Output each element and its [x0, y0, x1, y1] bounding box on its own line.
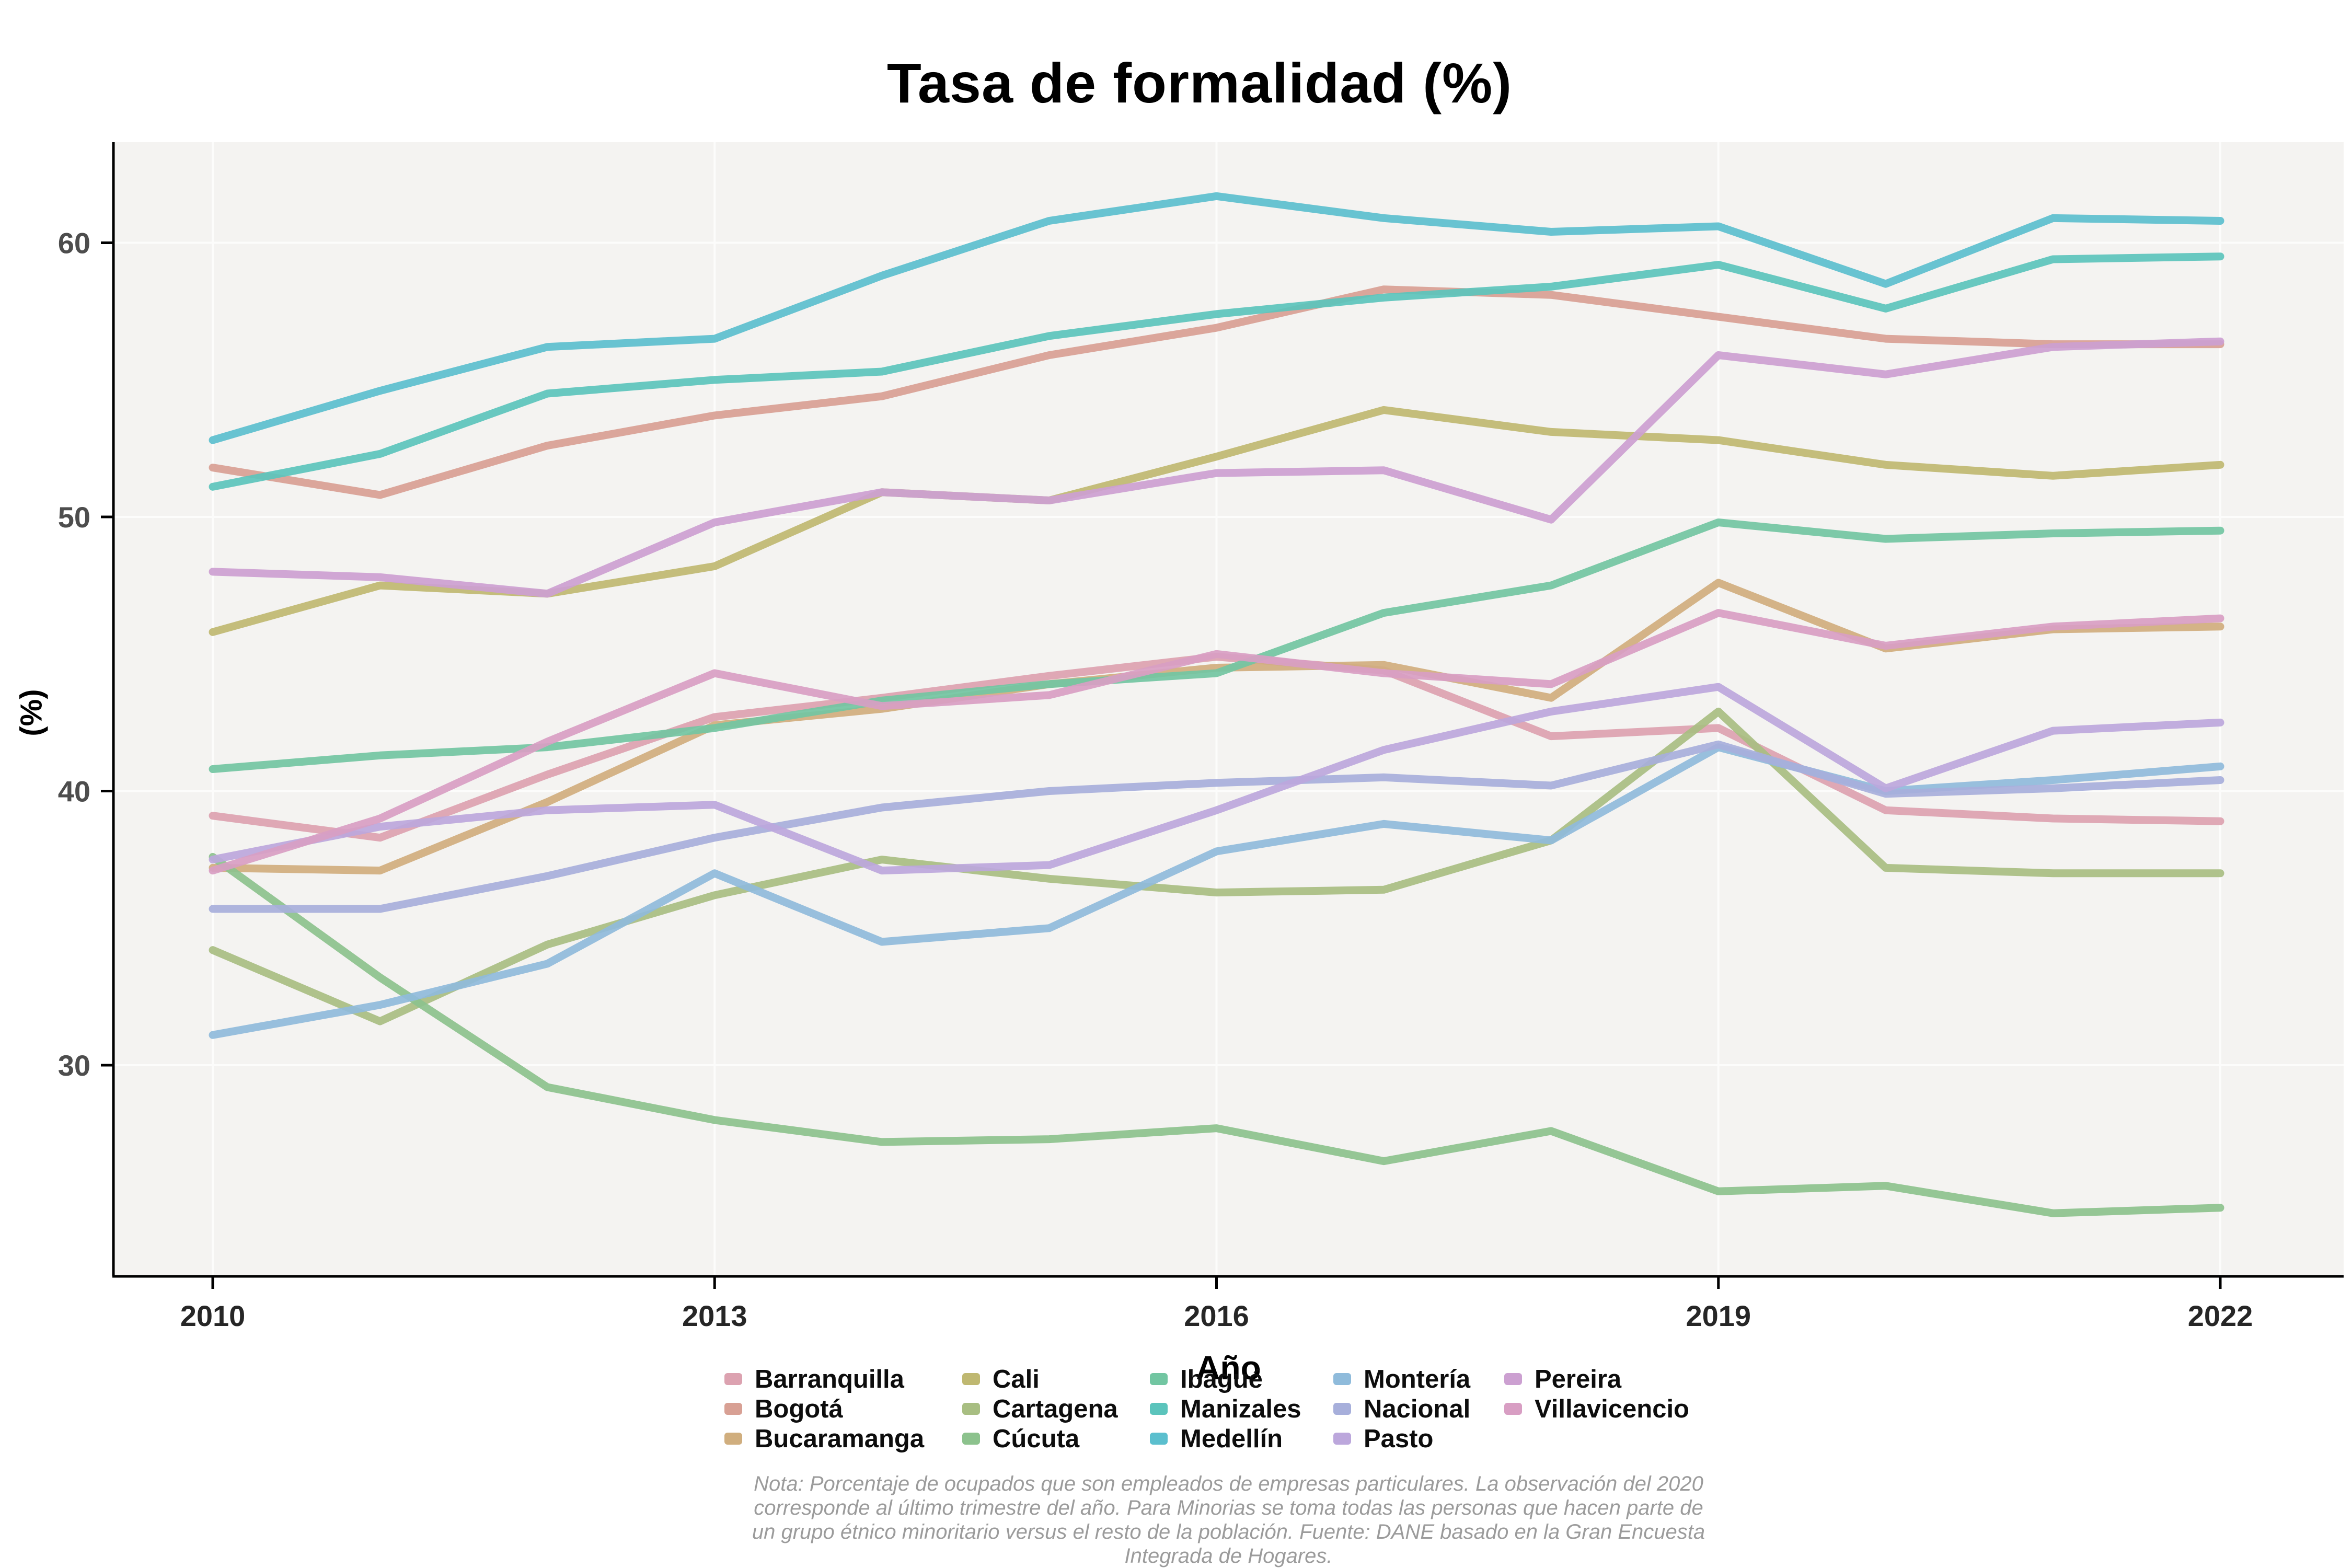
legend-item-bogot: Bogotá [724, 1394, 962, 1424]
series-line-villavicencio [209, 609, 2224, 875]
legend-item-ibagu: Ibagué [1150, 1364, 1333, 1394]
legend-item-cali: Cali [962, 1364, 1150, 1394]
legend-swatch [962, 1403, 980, 1415]
footnote: Nota: Porcentaje de ocupados que son emp… [113, 1472, 2344, 1568]
legend-label: Pereira [1535, 1365, 1622, 1393]
legend-swatch [1504, 1403, 1522, 1415]
x-tick-label: 2022 [2188, 1299, 2253, 1332]
legend-item-manizales: Manizales [1150, 1394, 1333, 1424]
footnote-line: Integrada de Hogares. [1124, 1544, 1333, 1567]
legend-label: Bogotá [755, 1394, 843, 1423]
y-tick-label: 60 [58, 227, 90, 260]
legend-swatch [962, 1373, 980, 1385]
legend-item-pereira: Pereira [1504, 1364, 1828, 1394]
legend-label: Barranquilla [755, 1365, 904, 1393]
legend-item-montera: Montería [1333, 1364, 1504, 1394]
series-line-nacional [209, 740, 2224, 913]
legend-label: Manizales [1180, 1394, 1301, 1423]
y-tick-label: 50 [58, 501, 90, 534]
legend-label: Cúcuta [993, 1424, 1080, 1453]
series-line-cartagena [209, 707, 2224, 1025]
x-tick-label: 2016 [1184, 1299, 1249, 1332]
y-tick-label: 40 [58, 775, 90, 808]
legend-swatch [724, 1403, 742, 1415]
legend-item-medelln: Medellín [1150, 1424, 1333, 1454]
legend-label: Medellín [1180, 1424, 1283, 1453]
series-line-bogot [209, 285, 2224, 499]
legend-label: Ibagué [1180, 1365, 1263, 1393]
legend-label: Cali [993, 1365, 1040, 1393]
legend-swatch [724, 1373, 742, 1385]
legend-swatch [1150, 1433, 1168, 1445]
x-tick-label: 2013 [682, 1299, 747, 1332]
panel-background [113, 142, 2344, 1276]
legend-swatch [962, 1433, 980, 1445]
legend-swatch [1333, 1433, 1351, 1445]
footnote-line: corresponde al último trimestre del año.… [754, 1496, 1703, 1519]
series-line-pereira [209, 337, 2224, 598]
legend-item-villavicencio: Villavicencio [1504, 1394, 1828, 1424]
y-axis-title: (%) [14, 689, 49, 736]
legend-swatch [724, 1433, 742, 1445]
series-line-manizales [209, 252, 2224, 491]
legend-swatch [1333, 1373, 1351, 1385]
legend-label: Nacional [1364, 1394, 1471, 1423]
legend-swatch [1150, 1403, 1168, 1415]
legend-item-nacional: Nacional [1333, 1394, 1504, 1424]
legend-label: Montería [1364, 1365, 1471, 1393]
legend-item-ccuta: Cúcuta [962, 1424, 1150, 1454]
chart-title: Tasa de formalidad (%) [886, 51, 1513, 114]
legend-item-pasto: Pasto [1333, 1424, 1504, 1454]
x-tick-label: 2010 [180, 1299, 246, 1332]
y-tick-label: 30 [58, 1049, 90, 1082]
series-line-pasto [209, 683, 2224, 875]
series-line-medelln [209, 192, 2224, 444]
legend-label: Pasto [1364, 1424, 1434, 1453]
legend-swatch [1504, 1373, 1522, 1385]
x-axis-title: Año [1196, 1349, 1261, 1387]
legend-label: Bucaramanga [755, 1424, 925, 1453]
legend-item-barranquilla: Barranquilla [724, 1364, 962, 1394]
series-line-ibagu [209, 518, 2224, 773]
footnote-line: Nota: Porcentaje de ocupados que son emp… [754, 1472, 1703, 1495]
legend-label: Cartagena [993, 1394, 1118, 1423]
legend-item-bucaramanga: Bucaramanga [724, 1424, 962, 1454]
x-tick-label: 2019 [1686, 1299, 1751, 1332]
legend-swatch [1333, 1403, 1351, 1415]
legend: Barranquilla Bogotá Bucaramanga Cali Cartage… [724, 1364, 1828, 1454]
legend-item-cartagena: Cartagena [962, 1394, 1150, 1424]
footnote-line: un grupo étnico minoritario versus el re… [752, 1520, 1705, 1543]
legend-label: Villavicencio [1535, 1394, 1689, 1423]
series-line-ccuta [209, 852, 2224, 1217]
legend-swatch [1150, 1373, 1168, 1385]
